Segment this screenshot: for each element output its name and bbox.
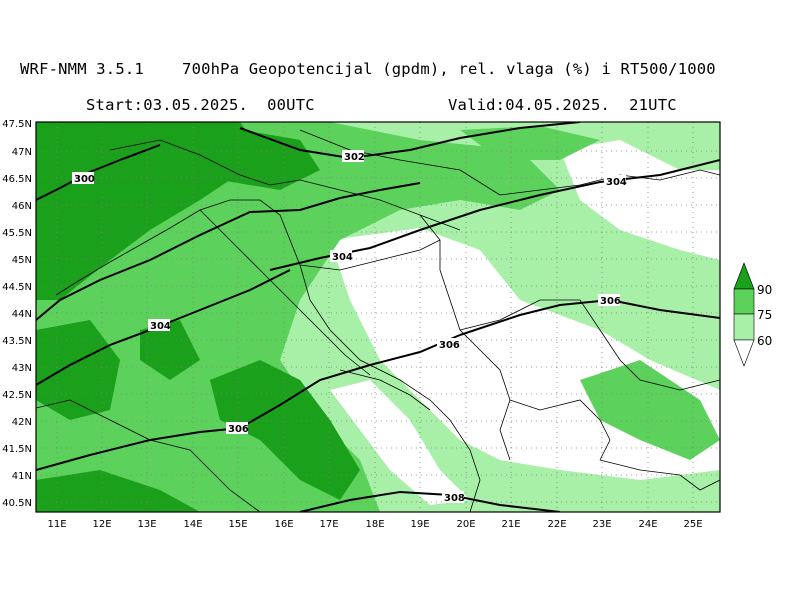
contour-label-bg bbox=[604, 175, 626, 187]
lat-tick: 46N bbox=[12, 201, 32, 212]
contour-306-west bbox=[36, 334, 461, 471]
legend-swatch-60-75 bbox=[733, 313, 755, 341]
contour-label: 308 bbox=[444, 493, 465, 504]
contour-label: 300 bbox=[74, 174, 95, 185]
lon-tick: 12E bbox=[92, 519, 111, 530]
lat-tick: 45N bbox=[12, 255, 32, 266]
lat-tick: 47.5N bbox=[2, 119, 32, 130]
run-start-time: Start:03.05.2025. 00UTC bbox=[86, 96, 315, 114]
map-frame bbox=[35, 121, 721, 513]
contour-304-west bbox=[36, 182, 421, 321]
lat-tick: 46.5N bbox=[2, 174, 32, 185]
lat-tick: 45.5N bbox=[2, 228, 32, 239]
map-panel: 300 302 304 304 304 306 306 306 308 bbox=[36, 122, 720, 512]
rh-below-60-area bbox=[330, 380, 470, 505]
contour-label-bg bbox=[226, 422, 248, 434]
legend-label: 75 bbox=[757, 308, 772, 322]
rh-75-90-area bbox=[580, 360, 720, 460]
contour-label: 302 bbox=[344, 152, 365, 163]
rh-above-90-area bbox=[210, 360, 360, 500]
lon-tick: 25E bbox=[683, 519, 702, 530]
rh-75-90-area bbox=[380, 160, 480, 205]
lon-tick: 14E bbox=[183, 519, 202, 530]
contour-labels: 300 302 304 304 304 306 306 306 308 bbox=[72, 150, 627, 504]
lat-tick: 41.5N bbox=[2, 444, 32, 455]
lon-tick: 17E bbox=[319, 519, 338, 530]
legend-swatch-above-90 bbox=[733, 262, 755, 290]
contour-label-bg bbox=[330, 250, 352, 262]
legend-swatch-below-60 bbox=[733, 339, 755, 367]
lon-tick: 15E bbox=[228, 519, 247, 530]
rh-75-90-area bbox=[460, 126, 600, 160]
color-legend: 90 75 60 bbox=[733, 262, 772, 367]
contour-label: 306 bbox=[600, 296, 621, 307]
map-title: WRF-NMM 3.5.1 700hPa Geopotencijal (gpdm… bbox=[20, 60, 716, 78]
latitude-axis: 47.5N 47N 46.5N 46N 45.5N 45N 44.5N 44N … bbox=[2, 119, 32, 509]
lat-tick: 42.5N bbox=[2, 390, 32, 401]
lon-tick: 21E bbox=[501, 519, 520, 530]
lon-tick: 24E bbox=[638, 519, 657, 530]
lon-tick: 23E bbox=[592, 519, 611, 530]
coastlines-borders bbox=[36, 129, 720, 512]
legend-swatch-75-90 bbox=[733, 288, 755, 315]
contour-label: 306 bbox=[228, 424, 249, 435]
lat-tick: 40.5N bbox=[2, 498, 32, 509]
rh-above-90-area bbox=[36, 470, 200, 512]
legend-label: 60 bbox=[757, 334, 772, 348]
rh-above-90-area bbox=[36, 320, 120, 420]
rh-above-90-area bbox=[140, 320, 200, 380]
lon-tick: 22E bbox=[547, 519, 566, 530]
contour-label-bg bbox=[437, 338, 459, 350]
contour-306-east bbox=[459, 298, 720, 336]
lat-tick: 47N bbox=[12, 147, 32, 158]
contour-label-bg bbox=[342, 150, 364, 162]
contour-label: 306 bbox=[439, 340, 460, 351]
lat-tick: 44.5N bbox=[2, 282, 32, 293]
lat-tick: 43.5N bbox=[2, 336, 32, 347]
contour-302 bbox=[239, 122, 581, 160]
contour-label-bg bbox=[442, 491, 464, 503]
contour-label-bg bbox=[72, 172, 94, 184]
lon-tick: 16E bbox=[274, 519, 293, 530]
lon-tick: 19E bbox=[410, 519, 429, 530]
contour-label: 304 bbox=[150, 321, 171, 332]
lon-tick: 11E bbox=[47, 519, 66, 530]
lat-tick: 43N bbox=[12, 363, 32, 374]
contour-label: 304 bbox=[606, 177, 627, 188]
geopotential-contours bbox=[36, 122, 720, 512]
lon-tick: 20E bbox=[456, 519, 475, 530]
lat-tick: 41N bbox=[12, 471, 32, 482]
contour-label-bg bbox=[148, 319, 170, 331]
valid-time: Valid:04.05.2025. 21UTC bbox=[448, 96, 677, 114]
lon-tick: 13E bbox=[137, 519, 156, 530]
contour-label: 304 bbox=[332, 252, 353, 263]
rh-above-90-area bbox=[120, 126, 320, 190]
legend-label: 90 bbox=[757, 283, 772, 297]
contour-308 bbox=[299, 490, 561, 512]
longitude-axis: 11E 12E 13E 14E 15E 16E 17E 18E 19E 20E … bbox=[47, 519, 702, 530]
contour-label-bg bbox=[598, 294, 620, 306]
lat-tick: 42N bbox=[12, 417, 32, 428]
lon-tick: 18E bbox=[365, 519, 384, 530]
lat-tick: 44N bbox=[12, 309, 32, 320]
